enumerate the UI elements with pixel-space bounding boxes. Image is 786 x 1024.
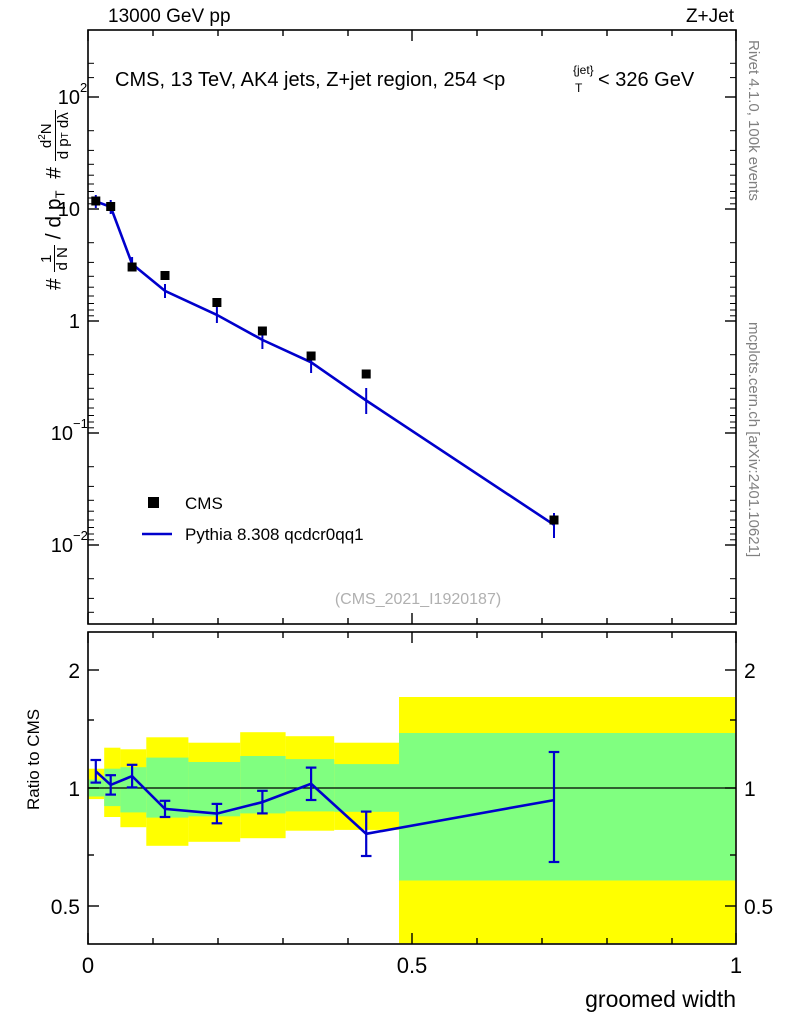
- ratio-yticklabel-1-left: 1: [68, 778, 80, 801]
- rivet-label: Rivet 4.1.0, 100k events: [745, 40, 762, 201]
- series-cms-markers: [91, 196, 559, 525]
- main-y-minor-ticks: [88, 62, 736, 613]
- legend-label-cms: CMS: [185, 494, 223, 513]
- main-x-ticks: [87, 30, 737, 624]
- ratio-axes-frame: [87, 631, 737, 945]
- xticklabel-0: 0: [82, 953, 94, 978]
- header-left-label: 13000 GeV pp: [108, 6, 231, 27]
- xticklabel-05: 0.5: [397, 953, 428, 978]
- main-y-ticks: [88, 96, 736, 546]
- header-right-label: Z+Jet: [685, 6, 734, 27]
- ratio-outer-band: [88, 697, 736, 944]
- mcplots-label: mcplots.cern.ch [arXiv:2401.10621]: [745, 322, 762, 558]
- main-yticklabel-1: 1: [69, 311, 80, 333]
- ratio-series-line: [94, 770, 555, 836]
- legend-marker-cms: [148, 497, 159, 508]
- main-yticklabel-0.01-exp: −2: [73, 528, 88, 543]
- legend-label-pythia: Pythia 8.308 qcdcr0qq1: [185, 525, 364, 544]
- ratio-yticklabel-05-right: 0.5: [744, 896, 773, 919]
- main-plot-svg: CMS, 13 TeV, AK4 jets, Z+jet region, 254…: [51, 29, 737, 625]
- x-axis-title: groomed width: [585, 986, 736, 1012]
- plot-title-tail: < 326 GeV: [598, 69, 695, 91]
- plot-watermark: (CMS_2021_I1920187): [335, 591, 501, 608]
- main-yticklabel-10: 10: [58, 199, 80, 221]
- main-yticklabel-0.1-exp: −1: [73, 416, 88, 431]
- ratio-ticks: [87, 632, 737, 944]
- main-plot-panel: CMS, 13 TeV, AK4 jets, Z+jet region, 254…: [37, 29, 737, 625]
- ratio-errorbars: [90, 750, 560, 864]
- main-yticklabel-0.01: 10: [51, 535, 73, 557]
- main-yticklabel-0.1: 10: [51, 423, 73, 445]
- main-yticklabel-100-exp: 2: [80, 80, 87, 95]
- main-yticklabel-100: 10: [58, 87, 80, 109]
- main-y-axis-title: # 1 d N / d pT # d2N d pT dλ: [37, 110, 72, 290]
- ratio-yticklabel-2-left: 2: [68, 660, 80, 683]
- plot-title-sup: {jet}: [573, 63, 594, 77]
- ratio-yticklabel-05-left: 0.5: [51, 896, 80, 919]
- ratio-inner-band: [88, 733, 736, 881]
- plot-title: CMS, 13 TeV, AK4 jets, Z+jet region, 254…: [115, 69, 505, 91]
- main-axes-frame: [87, 29, 737, 625]
- ratio-yticklabel-1-right: 1: [744, 778, 756, 801]
- xticklabel-1: 1: [730, 953, 742, 978]
- ratio-yticklabel-2-right: 2: [744, 660, 756, 683]
- plot-title-sub: T: [575, 81, 583, 95]
